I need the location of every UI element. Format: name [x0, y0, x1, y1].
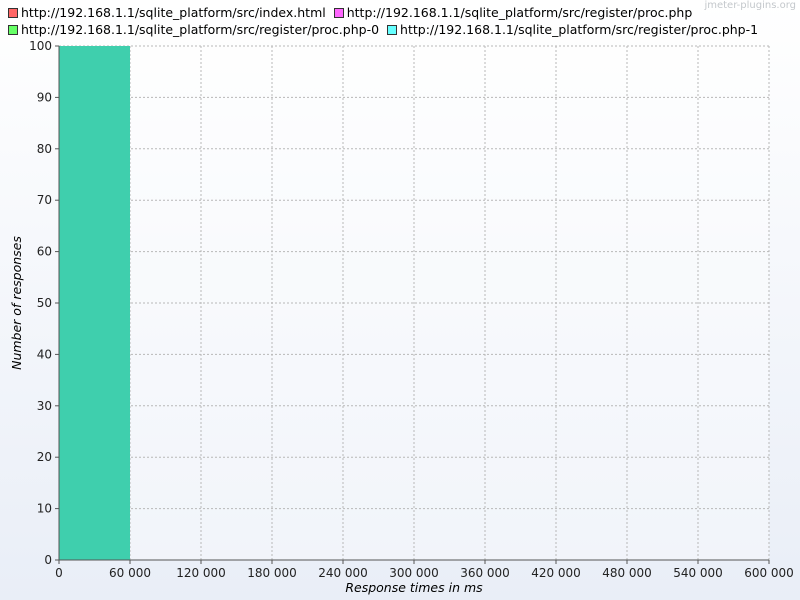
x-axis-label: Response times in ms [345, 580, 483, 595]
y-axis-label: Number of responses [9, 236, 24, 370]
histogram-bar [59, 46, 130, 560]
y-tick-label: 100 [29, 39, 52, 53]
y-tick-label: 80 [37, 142, 52, 156]
legend-item: http://192.168.1.1/sqlite_platform/src/i… [8, 5, 326, 20]
x-tick-labels: 0 60 000 120 000 180 000 240 000 300 000 360 0… [55, 560, 794, 580]
legend-label: http://192.168.1.1/sqlite_platform/src/r… [400, 22, 759, 37]
y-tick-label: 10 [37, 502, 52, 516]
x-tick-label: 600 000 [744, 566, 794, 580]
y-tick-label: 30 [37, 399, 52, 413]
y-tick-label: 70 [37, 193, 52, 207]
y-tick-label: 40 [37, 347, 52, 361]
bars-group [59, 46, 130, 560]
x-tick-label: 60 000 [109, 566, 151, 580]
y-tick-label: 60 [37, 245, 52, 259]
legend-swatch [8, 7, 18, 18]
legend-item: http://192.168.1.1/sqlite_platform/src/r… [8, 22, 379, 37]
legend-item: http://192.168.1.1/sqlite_platform/src/r… [333, 5, 693, 20]
legend-swatch [387, 24, 398, 35]
x-tick-label: 240 000 [318, 566, 368, 580]
legend-item: http://192.168.1.1/sqlite_platform/src/r… [387, 22, 758, 37]
grid-lines [59, 45, 770, 560]
x-tick-label: 540 000 [673, 566, 723, 580]
x-tick-label: 0 [55, 566, 63, 580]
y-tick-label: 90 [37, 90, 52, 104]
watermark: jmeter-plugins.org [704, 0, 796, 11]
legend: http://192.168.1.1/sqlite_platform/src/i… [8, 5, 778, 37]
legend-swatch [8, 24, 18, 35]
x-tick-label: 120 000 [176, 566, 226, 580]
legend-label: http://192.168.1.1/sqlite_platform/src/r… [21, 22, 380, 37]
y-tick-label: 0 [44, 553, 52, 567]
y-tick-label: 20 [37, 450, 52, 464]
x-tick-label: 360 000 [460, 566, 510, 580]
legend-swatch [333, 7, 344, 18]
x-tick-label: 480 000 [602, 566, 652, 580]
y-tick-labels: 0 10 20 30 40 50 60 70 80 90 100 [29, 39, 59, 567]
legend-label: http://192.168.1.1/sqlite_platform/src/i… [21, 5, 326, 20]
x-tick-label: 300 000 [389, 566, 439, 580]
x-tick-label: 180 000 [247, 566, 297, 580]
legend-label: http://192.168.1.1/sqlite_platform/src/r… [346, 5, 693, 20]
x-tick-label: 420 000 [531, 566, 581, 580]
y-tick-label: 50 [37, 296, 52, 310]
